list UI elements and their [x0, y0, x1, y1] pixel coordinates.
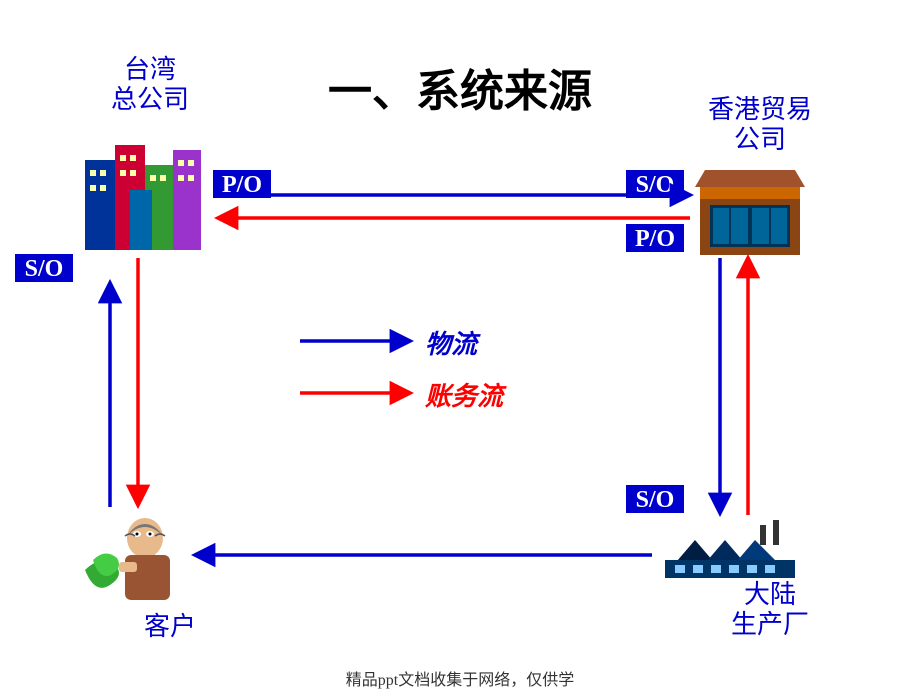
node-label-mainland: 大陆 生产厂 [690, 580, 850, 640]
node-label-hongkong: 香港贸易 公司 [680, 95, 840, 155]
tag-1: S/O [626, 170, 684, 198]
factory-icon [665, 520, 795, 580]
legend-accounts-label: 账务流 [425, 376, 503, 413]
node-label-customer: 客户 [90, 612, 250, 642]
slide: { "title": { "text": "一、系统来源", "fontsize… [0, 0, 920, 690]
node-label-taiwan: 台湾 总公司 [70, 55, 230, 115]
tag-4: S/O [626, 485, 684, 513]
footer-text: 精品ppt文档收集于网络，仅供学 [0, 666, 920, 690]
legend-logistics-label: 物流 [425, 324, 477, 361]
buildings-icon [80, 130, 210, 255]
tag-0: P/O [213, 170, 271, 198]
tag-3: P/O [626, 224, 684, 252]
tag-2: S/O [15, 254, 73, 282]
shop-icon [695, 165, 805, 260]
customer-icon [75, 510, 190, 610]
